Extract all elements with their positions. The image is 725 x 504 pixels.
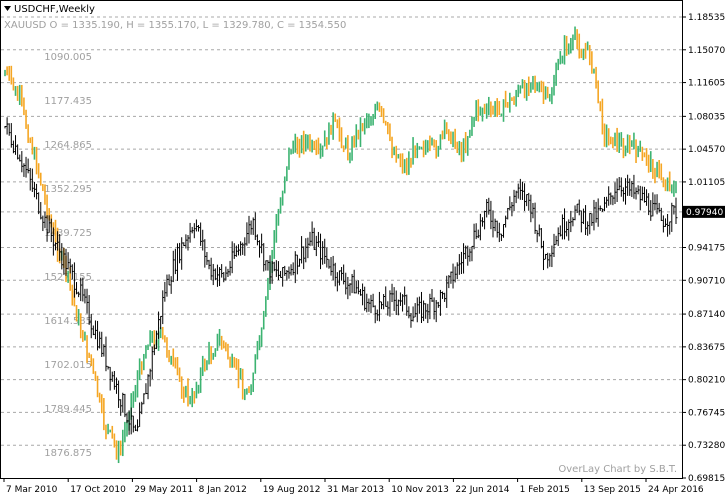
price-tick-label: 1.01105: [688, 178, 725, 188]
price-tick-label: 0.87140: [688, 310, 725, 320]
time-axis[interactable]: 7 Mar 2010 17 Oct 2010 29 May 2011 8 Jan 20…: [3, 478, 704, 495]
chevron-down-icon[interactable]: [4, 6, 11, 11]
price-tick-label: 1.18535: [688, 13, 725, 23]
time-tick-label: 13 Sep 2015: [584, 485, 641, 495]
overlay-tick-label: 1614.585: [44, 316, 92, 327]
overlay-tick-label: 1702.015: [44, 360, 92, 371]
time-tick-label: 31 Mar 2013: [327, 485, 384, 495]
chart-title: USDCHF,Weekly: [14, 4, 95, 15]
price-tick-label: 0.94175: [688, 244, 725, 254]
time-tick-label: 7 Mar 2010: [6, 485, 58, 495]
time-tick-label: 24 Apr 2016: [648, 485, 704, 495]
price-tick-label: 0.83675: [688, 343, 725, 353]
time-tick-label: 1 Feb 2015: [520, 485, 570, 495]
plot-frame: [0, 0, 683, 479]
overlay-tick-label: 1789.445: [44, 404, 92, 415]
overlay-tick-label: 1264.865: [44, 140, 92, 151]
price-tick-label: 0.90710: [688, 276, 725, 286]
overlay-tick-label: 1876.875: [44, 448, 92, 459]
price-tag: 0.97940: [683, 205, 725, 218]
price-tick-label: 1.04570: [688, 145, 725, 155]
current-price-label: 0.97940: [686, 208, 723, 218]
time-tick-label: 22 Jun 2014: [455, 485, 509, 495]
overlay-ohlc-info: XAUUSD O = 1335.190, H = 1355.170, L = 1…: [4, 20, 346, 31]
price-tick-label: 0.73280: [688, 441, 725, 451]
price-tick-label: 0.80210: [688, 376, 725, 386]
overlay-tick-label: 1090.005: [44, 52, 92, 63]
watermark: OverLay Chart by S.B.T.: [558, 464, 677, 475]
price-tick-label: 1.11605: [688, 79, 725, 89]
time-tick-label: 29 May 2011: [134, 485, 193, 495]
overlay-series-xauusd: [4, 26, 677, 464]
price-tick-label: 1.15070: [688, 46, 725, 56]
overlay-tick-label: 1439.725: [44, 228, 92, 239]
price-tick-label: 0.76745: [688, 408, 725, 418]
price-tick-label: 1.08035: [688, 112, 725, 122]
overlay-tick-label: 1177.435: [44, 96, 92, 107]
time-tick-label: 8 Jan 2012: [199, 485, 247, 495]
time-tick-label: 19 Aug 2012: [263, 485, 321, 495]
price-tick-label: 0.69815: [688, 474, 725, 484]
time-tick-label: 10 Nov 2013: [391, 485, 449, 495]
overlay-tick-label: 1352.295: [44, 184, 92, 195]
price-axis[interactable]: 1.18535 1.15070 1.11605 1.08035 1.04570 1.011…: [682, 13, 725, 484]
primary-series-usdchf: [4, 117, 678, 435]
time-tick-label: 17 Oct 2010: [70, 485, 126, 495]
